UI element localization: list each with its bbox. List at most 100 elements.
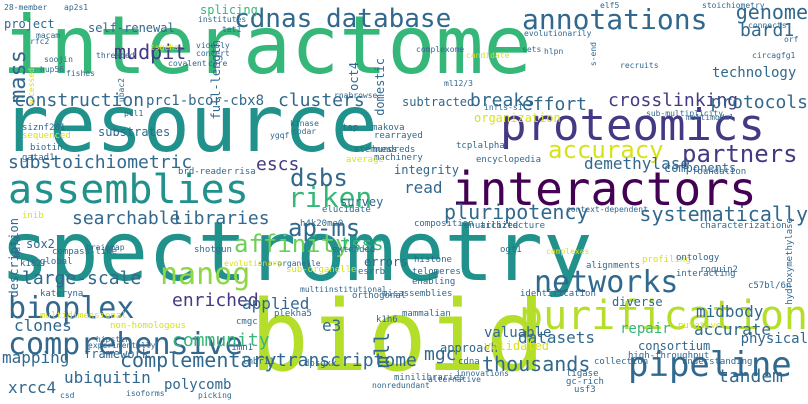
cloud-word: e3	[322, 318, 341, 334]
cloud-word: histone	[414, 256, 452, 265]
cloud-word: covalent	[168, 60, 207, 68]
cloud-word: dpsgxx	[304, 360, 337, 369]
cloud-word: recruits	[620, 62, 659, 70]
cloud-word: read	[404, 180, 443, 196]
cloud-word: brainmap	[86, 244, 125, 252]
cloud-word: sets	[522, 46, 541, 54]
cloud-word: physical	[741, 332, 808, 346]
cloud-word: lmbr11	[242, 358, 275, 367]
cloud-word: prc1-bcor-cbx8	[146, 94, 264, 108]
cloud-word: characterization	[700, 222, 787, 231]
cloud-word: subtracted	[402, 96, 474, 108]
cloud-word: rnabrowse	[334, 92, 377, 100]
cloud-word: foundation	[692, 168, 746, 177]
cloud-word: rearrayed	[374, 132, 423, 141]
cloud-word: database	[326, 6, 451, 32]
cloud-word: repair	[620, 322, 671, 336]
cloud-word: nonredundant	[372, 382, 430, 390]
cloud-word: inib	[22, 212, 44, 221]
cloud-word: c57bl/6n	[748, 282, 791, 291]
cloud-word: tet1	[222, 26, 241, 34]
cloud-word: valuable	[484, 326, 551, 340]
cloud-word: global	[40, 258, 73, 267]
cloud-word: isoforms	[126, 390, 165, 398]
cloud-word: connects	[748, 22, 787, 30]
cloud-word: alignments	[586, 262, 640, 271]
cloud-word: extended	[332, 246, 375, 255]
cloud-word: mll	[372, 332, 392, 368]
cloud-word: ligase	[566, 370, 599, 379]
cloud-word: kateryna	[40, 290, 83, 299]
cloud-word: transcriptome	[276, 352, 417, 370]
cloud-word: fishes	[66, 70, 95, 78]
cloud-word: candidate	[466, 52, 509, 60]
cloud-word: s-end	[590, 42, 598, 66]
cloud-word: enabling	[412, 278, 455, 287]
cloud-word: substrates	[98, 126, 170, 138]
cloud-word: libraries	[172, 210, 270, 228]
cloud-word: gatad1	[22, 154, 55, 163]
cloud-word: identification	[520, 290, 596, 299]
cloud-word: integrity	[394, 164, 459, 176]
cloud-word: circagfg1	[752, 52, 795, 60]
cloud-word: ygqf	[270, 132, 289, 140]
cloud-word: sox2	[26, 238, 55, 250]
cloud-word: putative	[678, 322, 721, 331]
cloud-word: complexome	[416, 46, 464, 54]
cloud-word: rimn1	[226, 344, 253, 353]
cloud-word: midbody	[696, 304, 763, 320]
cloud-word: plekha5	[274, 310, 312, 319]
cloud-word: ubiquitin	[64, 370, 151, 386]
cloud-word: accessed	[28, 68, 36, 107]
cloud-word: orf	[784, 36, 798, 44]
cloud-word: project	[4, 18, 55, 30]
cloud-word: cmgc	[236, 318, 258, 327]
cloud-word: protocols	[710, 94, 808, 112]
cloud-word: ogt1	[500, 246, 522, 255]
cloud-word: context-dependent	[566, 206, 648, 214]
cloud-word: core	[208, 60, 227, 68]
cloud-word: description	[8, 218, 20, 297]
cloud-word: csd	[60, 392, 74, 400]
cloud-word: interacting	[676, 270, 736, 279]
cloud-word: evolutionarily	[524, 30, 591, 38]
cloud-word: oct4	[348, 62, 360, 91]
cloud-word: soojin	[44, 56, 73, 64]
cloud-word: hipster	[96, 336, 130, 344]
cloud-word: non-homologous	[110, 322, 186, 331]
cloud-word: institutes	[198, 16, 246, 24]
cloud-word: codar	[292, 128, 316, 136]
cloud-word: average	[346, 156, 384, 165]
cloud-word: brd-reader	[178, 168, 232, 177]
cloud-word: sub-multiplicity	[646, 110, 723, 118]
cloud-word: large-scale	[22, 270, 141, 288]
cloud-word: elf5	[600, 2, 619, 10]
cloud-word: tap	[342, 124, 358, 133]
cloud-word: stoichiometry	[702, 2, 765, 10]
cloud-word: sequenced	[22, 132, 71, 141]
cloud-word: gc-rich	[566, 378, 604, 387]
cloud-word: composition	[414, 220, 474, 229]
cloud-word: organization	[474, 112, 561, 124]
cloud-word: searchable	[72, 210, 180, 228]
cloud-word: escs	[256, 156, 299, 174]
cloud-word: evolutionary	[224, 260, 282, 268]
cloud-word: hydroxymethylase	[786, 218, 795, 305]
cloud-word: multiinstitutional	[300, 286, 387, 294]
cloud-word: self-renewal	[88, 22, 175, 34]
cloud-word: validated	[484, 340, 549, 352]
cloud-word: ku70	[14, 236, 23, 258]
cloud-word: esrrb	[358, 268, 385, 277]
cloud-word: ubac2	[118, 78, 126, 102]
cloud-word: encyclopedia	[476, 156, 541, 165]
cloud-word: infls-s1	[484, 104, 523, 112]
cloud-word: xrcc4	[8, 380, 56, 396]
cloud-word: h4k20me0	[300, 220, 343, 229]
cloud-word: ap2s1	[64, 4, 88, 12]
cloud-word: complexes	[546, 248, 589, 256]
cloud-word: concert	[196, 50, 230, 58]
cloud-word: diverse	[612, 296, 663, 308]
cloud-word: telomeres	[412, 268, 461, 277]
cloud-word: mammalian	[402, 310, 451, 319]
cloud-word: usf3	[574, 386, 596, 395]
